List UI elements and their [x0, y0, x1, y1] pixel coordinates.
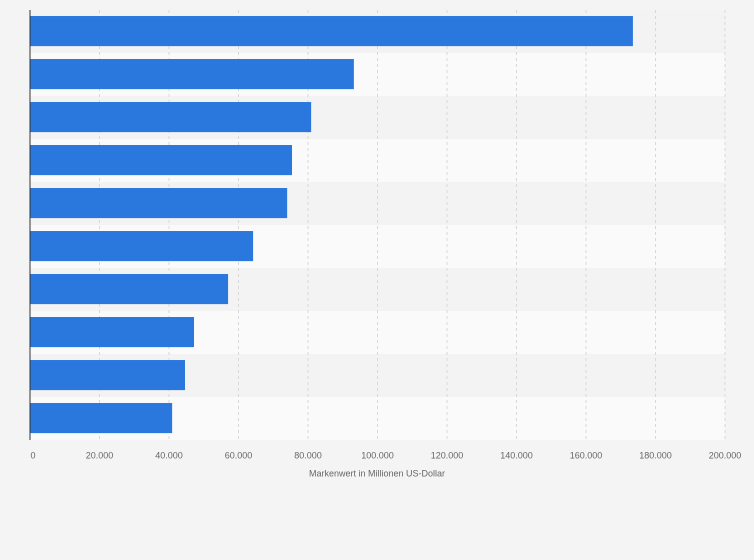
x-tick-label: 0 — [30, 450, 35, 460]
x-tick-label: 200.000 — [709, 450, 742, 460]
x-tick-label: 180.000 — [639, 450, 672, 460]
bar — [30, 188, 288, 219]
bar — [30, 145, 293, 176]
bars — [30, 16, 633, 434]
bar — [30, 59, 354, 90]
bar — [30, 102, 312, 133]
bar — [30, 317, 195, 348]
bar — [30, 16, 633, 47]
x-tick-label: 40.000 — [155, 450, 183, 460]
x-axis-label: Markenwert in Millionen US-Dollar — [309, 468, 445, 478]
bar — [30, 360, 185, 391]
x-tick-label: 140.000 — [500, 450, 533, 460]
x-tick-label: 160.000 — [570, 450, 603, 460]
x-tick-label: 100.000 — [361, 450, 394, 460]
x-tick-label: 120.000 — [431, 450, 464, 460]
x-tick-label: 60.000 — [225, 450, 253, 460]
x-tick-label: 80.000 — [294, 450, 322, 460]
bar — [30, 274, 229, 305]
x-tick-label: 20.000 — [86, 450, 114, 460]
bar — [30, 403, 173, 434]
bar — [30, 231, 254, 262]
